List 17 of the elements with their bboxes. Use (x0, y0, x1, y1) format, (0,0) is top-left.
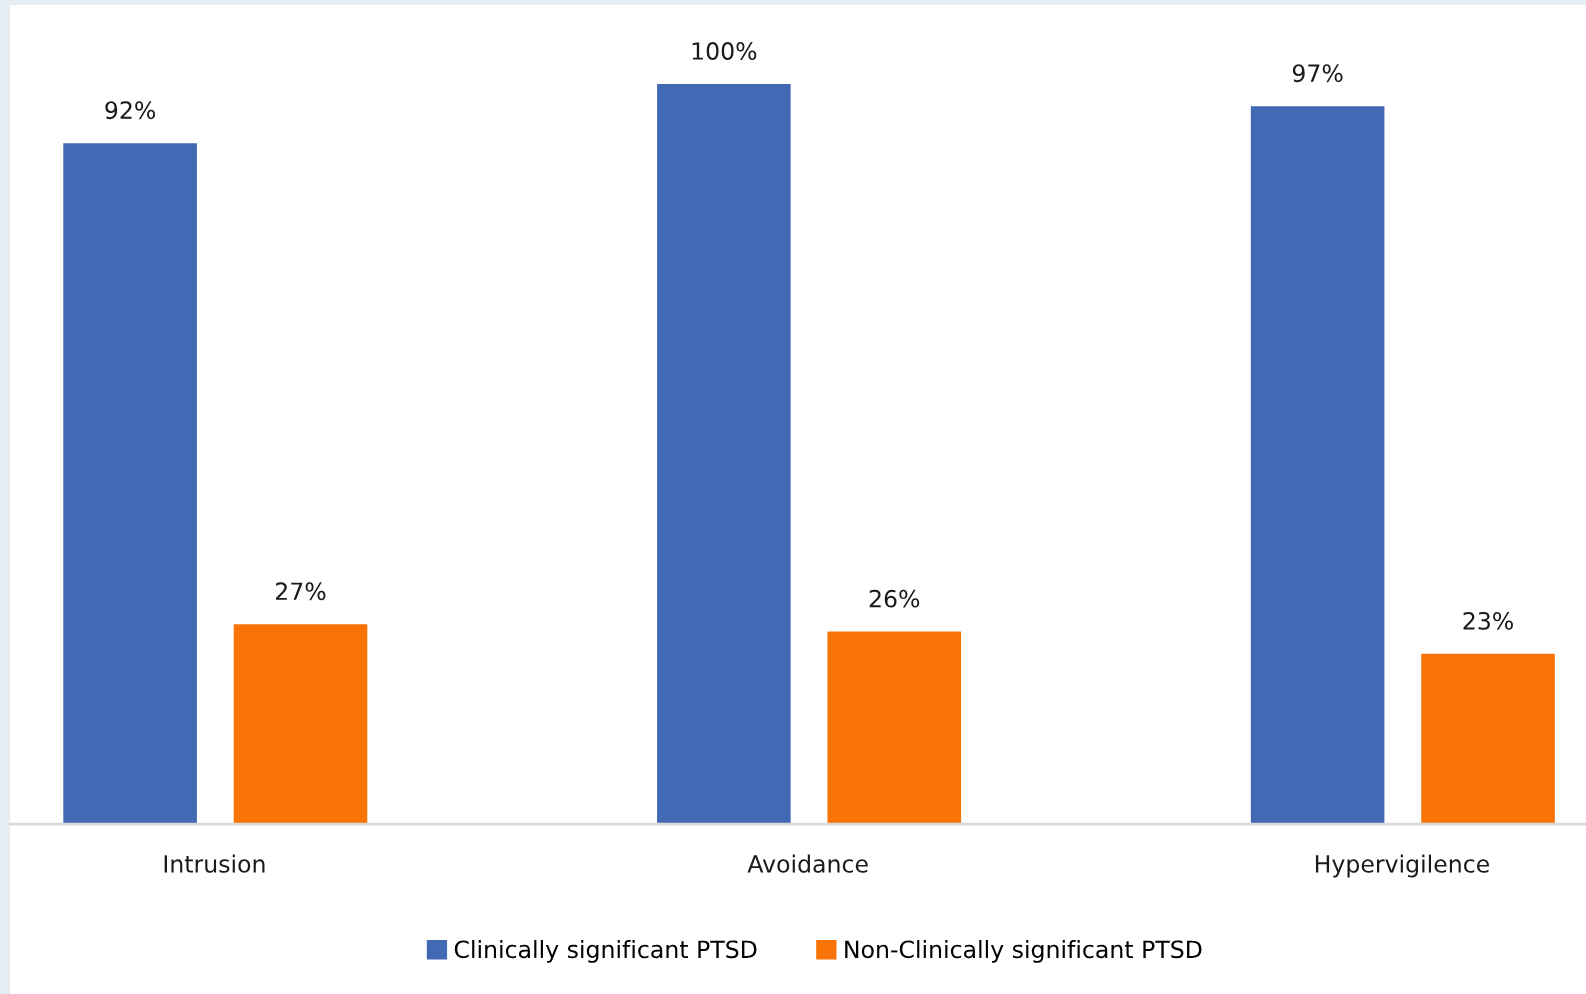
bar (1250, 106, 1385, 825)
bar (1421, 653, 1555, 825)
x-tick-label: Avoidance (747, 854, 868, 873)
bar (827, 631, 962, 825)
bar (63, 143, 197, 825)
data-label: 23% (1463, 611, 1513, 630)
data-label: 97% (1292, 64, 1343, 83)
legend-label: Non-Clinically significant PTSD (845, 939, 1202, 963)
data-label: 26% (869, 589, 920, 608)
x-tick-label: Hypervigilence (1315, 854, 1489, 878)
data-label: 27% (275, 582, 326, 601)
legend-label: Clinically significant PTSD (454, 939, 757, 963)
bar (657, 83, 791, 825)
bar (233, 624, 368, 825)
x-tick-label: Intrusion (164, 854, 265, 873)
data-label: 92% (105, 101, 156, 120)
data-label: 100% (692, 42, 757, 60)
